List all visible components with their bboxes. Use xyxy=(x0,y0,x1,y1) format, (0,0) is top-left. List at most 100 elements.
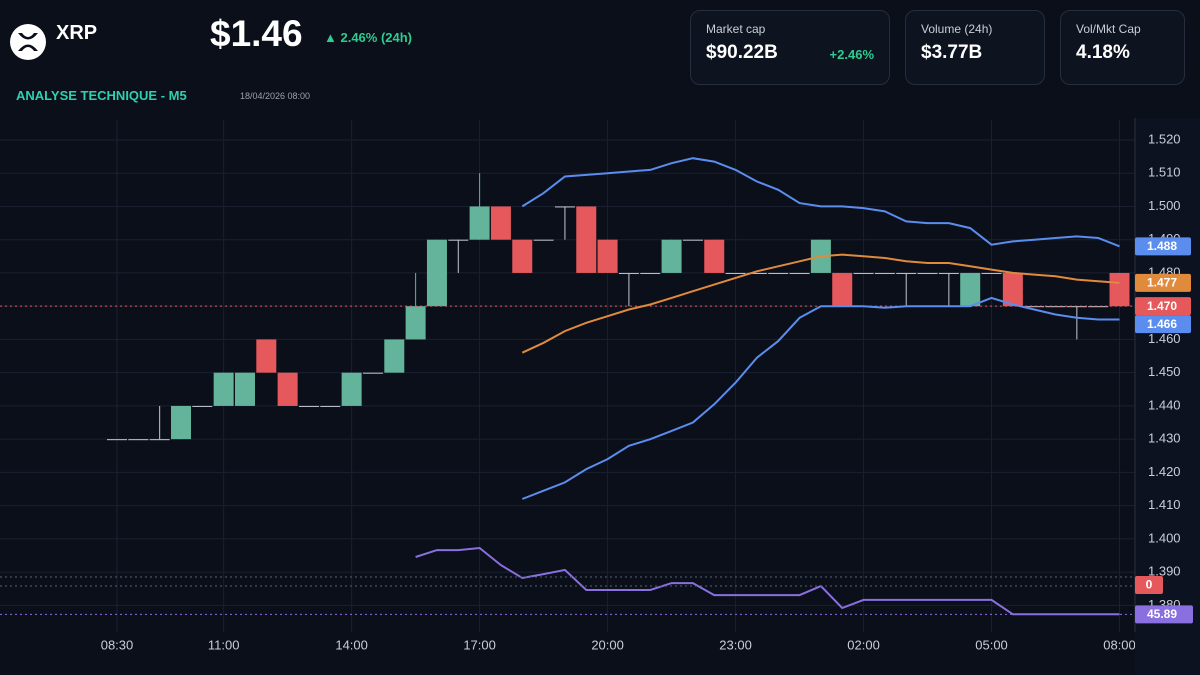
y-tick-label: 1.430 xyxy=(1148,431,1181,446)
card-label: Vol/Mkt Cap xyxy=(1076,22,1141,36)
candle-body xyxy=(128,439,149,441)
y-tick-label: 1.390 xyxy=(1148,564,1181,579)
candle-body xyxy=(192,405,213,407)
x-tick-label: 11:00 xyxy=(208,637,240,652)
candle-body xyxy=(512,239,533,273)
candle-body xyxy=(725,272,746,274)
candle-body xyxy=(853,272,874,274)
candle-body xyxy=(384,339,405,373)
marker-badge xyxy=(1135,576,1163,594)
candle-body xyxy=(448,239,469,241)
y-tick-label: 1.420 xyxy=(1148,464,1181,479)
price-badge xyxy=(1135,273,1191,292)
candle-body xyxy=(426,239,447,307)
candle-body xyxy=(554,206,575,208)
candle-body xyxy=(213,372,234,406)
card-value: $90.22B xyxy=(706,42,778,63)
card-value: 4.18% xyxy=(1076,42,1130,63)
candle-body xyxy=(746,272,767,274)
y-tick-label: 1.410 xyxy=(1148,497,1181,512)
candle-body xyxy=(1002,272,1023,307)
series-line xyxy=(521,296,1120,500)
candle-body xyxy=(320,405,341,407)
y-tick-label: 1.400 xyxy=(1148,530,1181,545)
x-tick-label: 05:00 xyxy=(975,637,1008,652)
candle-body xyxy=(917,272,938,274)
candle-body xyxy=(298,405,319,407)
candle-body xyxy=(832,272,853,307)
candle-body xyxy=(1109,272,1130,307)
candle-body xyxy=(234,372,255,406)
x-tick-label: 14:00 xyxy=(335,637,368,652)
x-tick-label: 23:00 xyxy=(719,637,752,652)
volume-card: Volume (24h) $3.77B xyxy=(905,10,1045,85)
series-line xyxy=(415,546,1120,616)
symbol: XRP xyxy=(56,22,98,44)
card-value: $3.77B xyxy=(921,42,983,63)
candle-body xyxy=(981,272,1002,274)
candle-body xyxy=(768,272,789,274)
y-tick-label: 1.460 xyxy=(1148,331,1181,346)
price: $1.46 xyxy=(210,13,303,54)
candle-body xyxy=(938,272,959,274)
y-tick-label: 1.510 xyxy=(1148,165,1181,180)
candle-body xyxy=(533,239,554,241)
card-label: Volume (24h) xyxy=(921,22,993,36)
candle-body xyxy=(640,272,661,274)
y-tick-label: 1.440 xyxy=(1148,397,1181,412)
candle-body xyxy=(576,206,597,273)
candle-body xyxy=(469,206,490,240)
candle-body xyxy=(490,206,511,240)
price-badge-label: 1.466 xyxy=(1147,317,1177,331)
candle-body xyxy=(597,239,618,273)
candle-body xyxy=(277,372,298,406)
price-badge xyxy=(1135,315,1191,334)
candle-body xyxy=(362,372,383,374)
series-line xyxy=(521,157,1120,248)
candle-body xyxy=(789,272,810,274)
x-tick-label: 08:00 xyxy=(1103,637,1136,652)
candle-body xyxy=(661,239,682,273)
candle-body xyxy=(170,405,191,440)
series-line xyxy=(521,253,1120,354)
price-change: ▲ 2.46% (24h) xyxy=(324,30,413,45)
card-change: +2.46% xyxy=(829,47,874,62)
vol-mkt-card: Vol/Mkt Cap 4.18% xyxy=(1060,10,1185,85)
price-badge xyxy=(1135,297,1191,316)
x-tick-label: 20:00 xyxy=(591,637,624,652)
market-cap-card: Market cap $90.22B +2.46% xyxy=(690,10,890,85)
candle-body xyxy=(960,272,981,307)
x-tick-label: 17:00 xyxy=(463,637,496,652)
xrp-logo xyxy=(10,24,46,60)
xrp-logo-mark xyxy=(18,33,38,51)
price-badge-label: 1.470 xyxy=(1147,299,1177,313)
candle-body xyxy=(618,272,639,274)
candle-body xyxy=(682,239,703,241)
section-title: ANALYSE TECHNIQUE - M5 xyxy=(16,88,187,103)
candle-body xyxy=(1088,306,1109,308)
candle-body xyxy=(341,372,362,406)
price-badge-label: 1.477 xyxy=(1147,276,1177,290)
x-tick-label: 02:00 xyxy=(847,637,880,652)
price-badge-label: 1.488 xyxy=(1147,239,1177,253)
candle-body xyxy=(1024,306,1045,308)
price-badge xyxy=(1135,237,1191,256)
y-tick-label: 1.450 xyxy=(1148,364,1181,379)
x-tick-label: 08:30 xyxy=(101,637,134,652)
price-badge-label: 45.89 xyxy=(1147,607,1177,621)
y-tick-label: 1.520 xyxy=(1148,131,1181,146)
candle-body xyxy=(149,439,170,441)
marker-label: 0 xyxy=(1146,578,1153,592)
candle-body xyxy=(896,272,917,274)
candle-body xyxy=(256,339,277,373)
timestamp: 18/04/2026 08:00 xyxy=(240,91,311,101)
candle-body xyxy=(405,306,426,340)
candle-body xyxy=(704,239,725,273)
candle-body xyxy=(874,272,895,274)
price-badge xyxy=(1135,605,1193,624)
y-tick-label: 1.500 xyxy=(1148,198,1181,213)
candle-body xyxy=(107,439,127,441)
card-label: Market cap xyxy=(706,22,766,36)
